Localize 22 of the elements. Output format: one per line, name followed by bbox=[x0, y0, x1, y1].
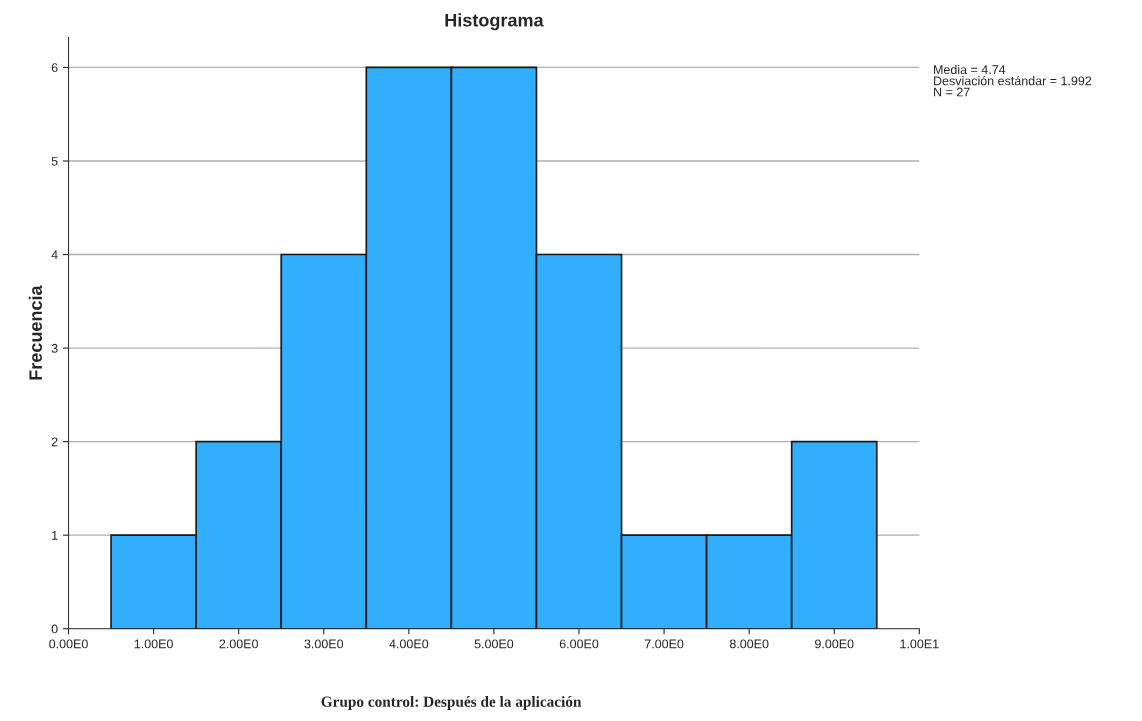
x-tick-label: 4.00E0 bbox=[389, 639, 429, 649]
y-tick-label: 4 bbox=[51, 250, 58, 260]
x-tick-label: 1.00E0 bbox=[134, 639, 173, 649]
y-axis-title: Frecuencia bbox=[28, 285, 43, 380]
x-tick-label: 2.00E0 bbox=[219, 639, 258, 649]
x-tick-label: 8.00E0 bbox=[729, 639, 769, 649]
y-tick-label: 5 bbox=[51, 156, 58, 166]
y-tick-label: 2 bbox=[51, 437, 58, 447]
y-tick-label: 0 bbox=[51, 624, 58, 634]
x-tick-label: 5.00E0 bbox=[474, 639, 514, 649]
x-tick-label: 6.00E0 bbox=[559, 639, 599, 649]
x-tick-label: 7.00E0 bbox=[644, 639, 684, 649]
chart-title: Histograma bbox=[445, 13, 544, 31]
text: Grupo control: Después de la aplicación bbox=[321, 696, 582, 710]
text: Media = 4.74 Desviación estándar = 1.992 N = 27 bbox=[934, 64, 1092, 97]
x-tick-label: 9.00E0 bbox=[815, 639, 854, 649]
y-tick-label: 3 bbox=[51, 343, 58, 353]
y-tick-label: 6 bbox=[51, 63, 58, 73]
x-tick-label: 1.00E1 bbox=[900, 639, 939, 649]
x-tick-label: 3.00E0 bbox=[304, 639, 344, 649]
y-tick-label: 1 bbox=[52, 531, 58, 540]
x-tick-label: 0.00E0 bbox=[49, 639, 88, 649]
